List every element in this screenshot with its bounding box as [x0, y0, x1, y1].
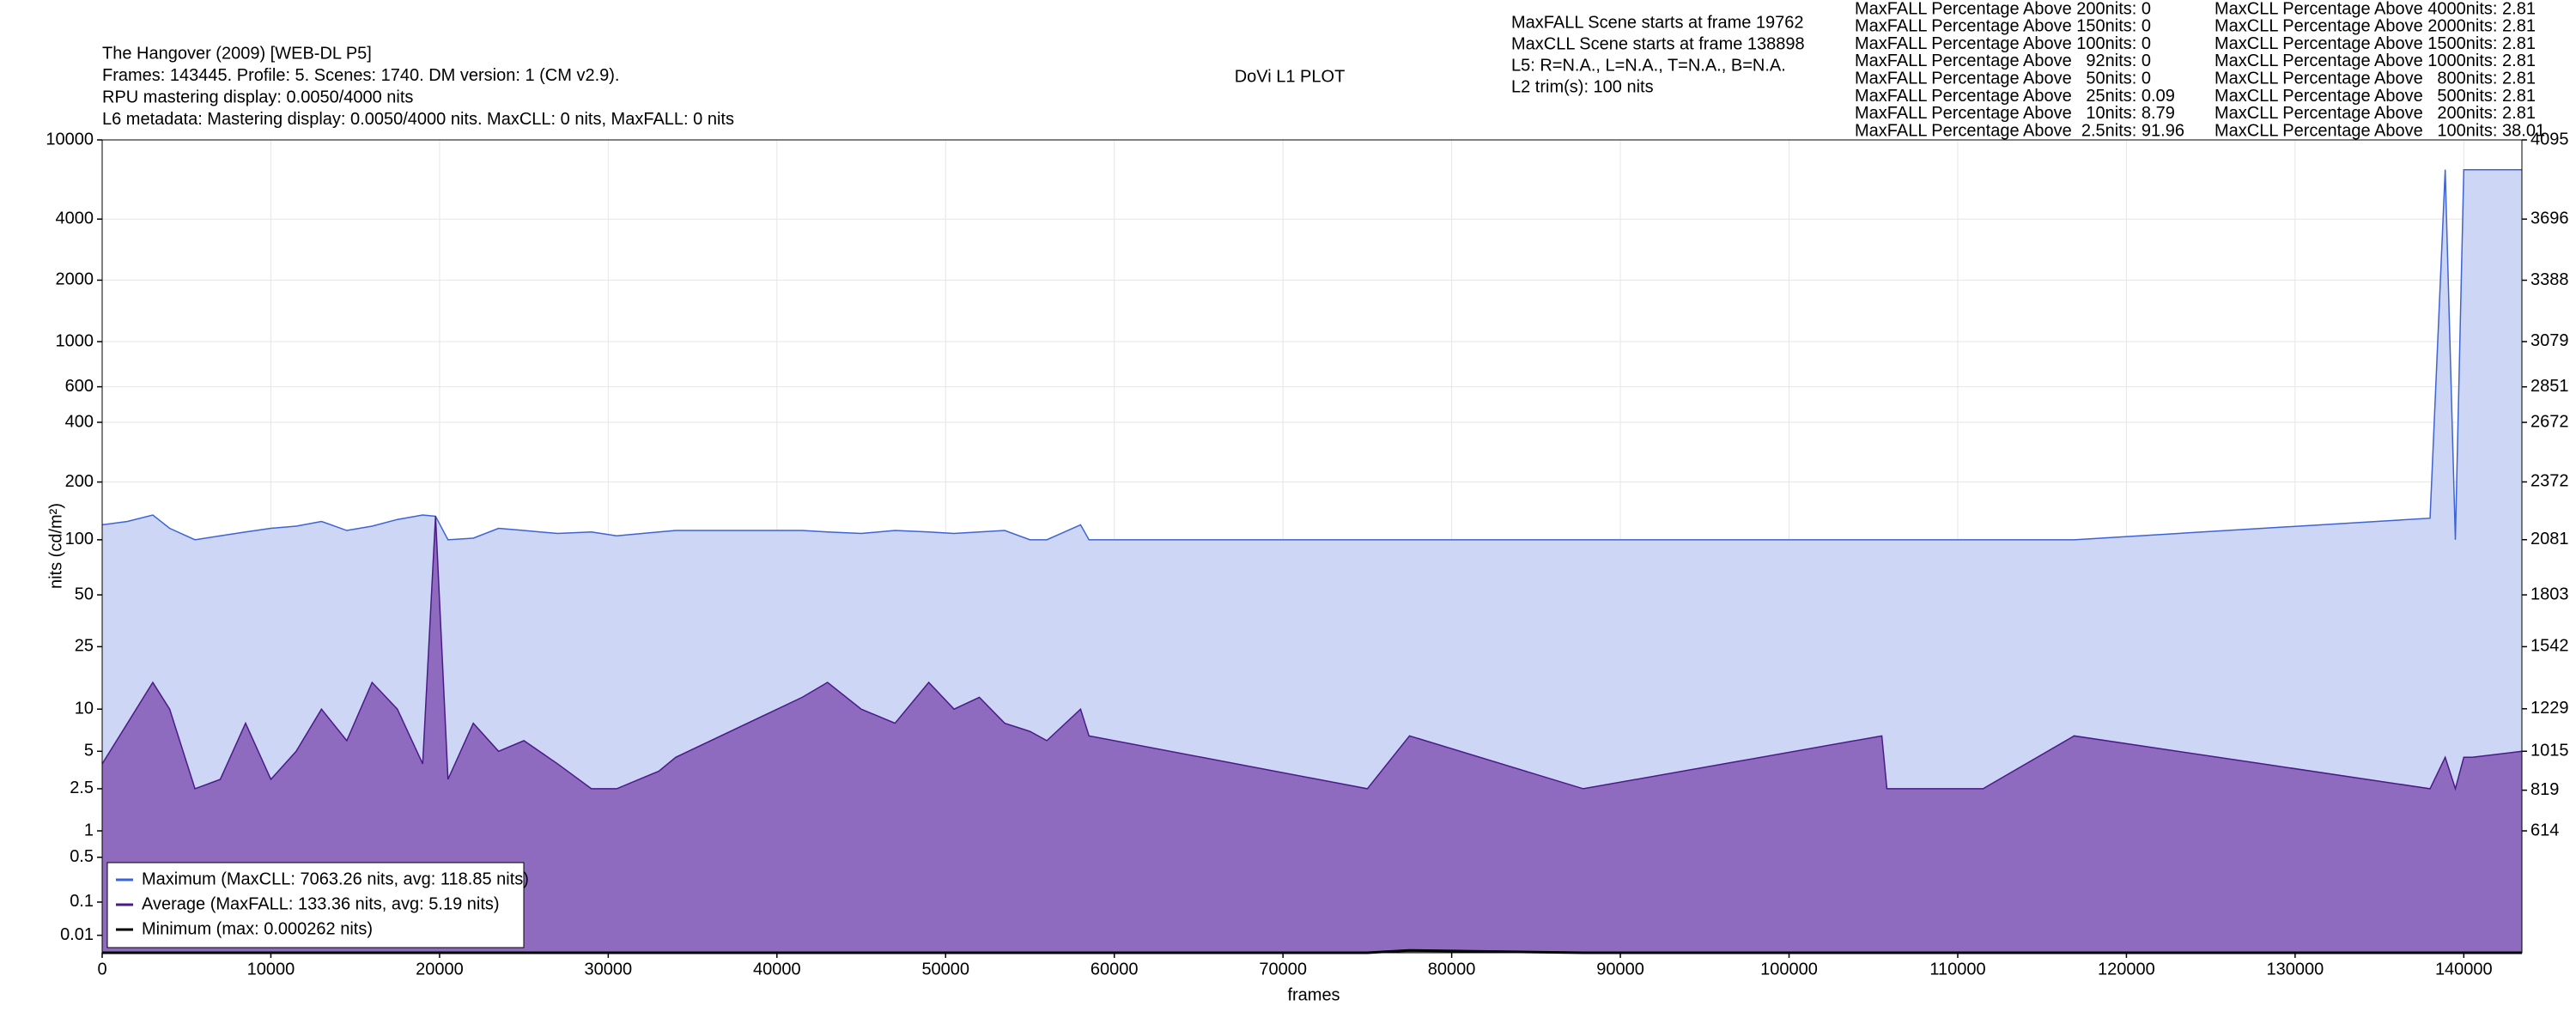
y-tick-label: 0.01: [60, 925, 94, 944]
maxcll-stat: MaxCLL Percentage Above 800nits: 2.81: [2215, 69, 2536, 88]
x-tick-label: 100000: [1760, 960, 1818, 978]
x-tick-label: 110000: [1929, 960, 1985, 978]
maxcll-stat: MaxCLL Percentage Above 100nits: 38.01: [2215, 121, 2545, 140]
x-tick-label: 70000: [1259, 960, 1307, 978]
maxfall-stat: MaxFALL Percentage Above 2.5nits: 91.96: [1855, 121, 2184, 140]
legend-label: Average (MaxFALL: 133.36 nits, avg: 5.19…: [142, 894, 500, 913]
info-line: L6 metadata: Mastering display: 0.0050/4…: [102, 110, 734, 129]
y2-tick-label: 2372: [2530, 472, 2569, 491]
maxcll-stat: MaxCLL Percentage Above 2000nits: 2.81: [2215, 17, 2536, 36]
series-line: [101, 168, 2522, 541]
y-tick-label: 10: [75, 699, 94, 718]
y-tick-label: 1000: [56, 331, 94, 350]
y2-tick-label: 1803: [2530, 585, 2569, 603]
maxfall-stat: MaxFALL Percentage Above 50nits: 0: [1855, 69, 2151, 88]
legend-label: Minimum (max: 0.000262 nits): [142, 919, 373, 938]
legend-box: [106, 862, 525, 948]
chart-title: DoVi L1 PLOT: [1235, 67, 1346, 86]
maxfall-stat: MaxFALL Percentage Above 10nits: 8.79: [1855, 104, 2175, 123]
y2-tick-label: 2672: [2530, 412, 2569, 431]
x-tick-label: 60000: [1091, 960, 1139, 978]
y2-tick-label: 1229: [2530, 699, 2569, 718]
y-tick-label: 100: [65, 530, 94, 548]
info-line: Frames: 143445. Profile: 5. Scenes: 1740…: [102, 66, 619, 85]
y2-tick-label: 4095: [2530, 130, 2569, 148]
plot-frame: [101, 139, 2523, 954]
maxfall-stat: MaxFALL Percentage Above 25nits: 0.09: [1855, 87, 2175, 106]
x-tick-label: 0: [97, 960, 106, 978]
x-axis-label: frames: [1287, 985, 1340, 1004]
x-tick-label: 90000: [1596, 960, 1644, 978]
y2-tick-label: 3696: [2530, 209, 2569, 228]
info-line: The Hangover (2009) [WEB-DL P5]: [102, 44, 372, 63]
y-tick-label: 2.5: [70, 779, 94, 797]
y2-tick-label: 1542: [2530, 637, 2569, 656]
y-tick-label: 10000: [46, 130, 94, 148]
series-area: [102, 516, 2522, 953]
y-tick-label: 50: [75, 585, 94, 603]
y-axis-label: nits (cd/m²): [46, 503, 65, 589]
x-tick-label: 10000: [247, 960, 295, 978]
x-tick-label: 30000: [585, 960, 633, 978]
y-tick-label: 200: [65, 472, 94, 491]
y-tick-label: 0.5: [70, 847, 94, 866]
maxfall-stat: MaxFALL Percentage Above 100nits: 0: [1855, 34, 2151, 53]
y-tick-label: 400: [65, 412, 94, 431]
scene-info: L5: R=N.A., L=N.A., T=N.A., B=N.A.: [1511, 56, 1786, 75]
y2-tick-label: 3079: [2530, 331, 2569, 350]
y-tick-label: 0.1: [70, 892, 94, 911]
y-tick-label: 4000: [56, 209, 94, 228]
scene-info: L2 trim(s): 100 nits: [1511, 77, 1654, 96]
x-tick-label: 140000: [2435, 960, 2493, 978]
scene-info: MaxCLL Scene starts at frame 138898: [1511, 34, 1805, 53]
y2-tick-label: 614: [2530, 821, 2559, 839]
y-tick-label: 2000: [56, 270, 94, 289]
x-tick-label: 50000: [921, 960, 969, 978]
y-tick-label: 1: [84, 821, 94, 839]
x-tick-label: 40000: [753, 960, 801, 978]
maxfall-stat: MaxFALL Percentage Above 92nits: 0: [1855, 52, 2151, 70]
x-tick-label: 120000: [2098, 960, 2155, 978]
maxcll-stat: MaxCLL Percentage Above 1000nits: 2.81: [2215, 52, 2536, 70]
y-tick-label: 600: [65, 377, 94, 396]
maxfall-stat: MaxFALL Percentage Above 150nits: 0: [1855, 17, 2151, 36]
y2-tick-label: 2851: [2530, 377, 2569, 396]
info-line: RPU mastering display: 0.0050/4000 nits: [102, 88, 413, 106]
y2-tick-label: 819: [2530, 780, 2559, 799]
maxcll-stat: MaxCLL Percentage Above 4000nits: 2.81: [2215, 0, 2536, 18]
y2-tick-label: 3388: [2530, 270, 2569, 289]
scene-info: MaxFALL Scene starts at frame 19762: [1511, 13, 1804, 32]
x-tick-label: 80000: [1428, 960, 1476, 978]
maxcll-stat: MaxCLL Percentage Above 200nits: 2.81: [2215, 104, 2536, 123]
y2-tick-label: 2081: [2530, 530, 2569, 548]
y2-tick-label: 1015: [2530, 742, 2569, 760]
maxcll-stat: MaxCLL Percentage Above 500nits: 2.81: [2215, 87, 2536, 106]
legend-label: Maximum (MaxCLL: 7063.26 nits, avg: 118.…: [142, 869, 529, 888]
maxcll-stat: MaxCLL Percentage Above 1500nits: 2.81: [2215, 34, 2536, 53]
y-tick-label: 5: [84, 742, 94, 760]
maxfall-stat: MaxFALL Percentage Above 200nits: 0: [1855, 0, 2151, 18]
x-tick-label: 20000: [416, 960, 464, 978]
x-tick-label: 130000: [2266, 960, 2324, 978]
series-line: [101, 516, 2523, 791]
y-tick-label: 25: [75, 637, 94, 656]
